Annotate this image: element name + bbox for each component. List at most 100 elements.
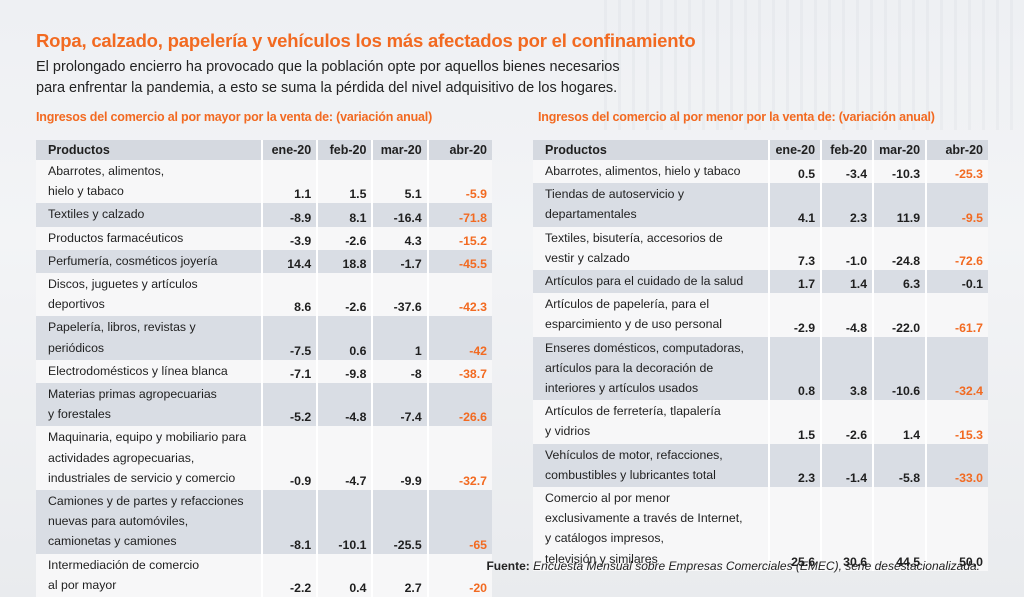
wholesale-table-container: Productos ene-20 feb-20 mar-20 abr-20 Abarro… <box>36 140 492 597</box>
product-name-line: televisión y similares <box>545 551 658 566</box>
value-cell-ene-20: 8.6 <box>260 273 318 317</box>
product-name-line: Abarrotes, alimentos, <box>48 164 165 178</box>
value-cell-abr-20: -42 <box>426 316 492 360</box>
column-header-mar-20: mar-20 <box>371 140 428 160</box>
column-header-ene-20: ene-20 <box>768 140 822 160</box>
value-cell-abr-20: -15.3 <box>925 400 988 444</box>
value-cell-ene-20: -7.1 <box>260 359 318 384</box>
product-name: Camiones y de partes y refacciones nuevas… <box>36 490 262 554</box>
product-name-line: Enseres domésticos, computadoras, <box>545 340 744 355</box>
table-row: Discos, juguetes y artículos deportivos 8.… <box>36 273 492 317</box>
value-cell-abr-20: 50.0 <box>925 487 988 571</box>
value-cell-ene-20: 2.3 <box>768 443 822 488</box>
value-cell-mar-20: -7.4 <box>371 383 428 427</box>
value-cell-ene-20: -8.9 <box>260 203 318 227</box>
value-cell-abr-20: -33.0 <box>925 443 988 488</box>
table-row: Maquinaria, equipo y mobiliario para acti… <box>36 426 492 491</box>
table-row: Artículos de ferretería, tlapalería y vid… <box>533 400 988 444</box>
value-cell-ene-20: -0.9 <box>260 426 318 491</box>
value-cell-abr-20: -0.1 <box>925 270 988 294</box>
product-name: Intermediación de comercio al por mayor <box>36 554 262 597</box>
product-name: Perfumería, cosméticos joyería <box>36 250 262 273</box>
value-cell-mar-20: 4.3 <box>371 226 428 250</box>
value-cell-mar-20: 11.9 <box>872 183 927 227</box>
subtitle-line-2: para enfrentar la pandemia, a esto se su… <box>36 80 618 96</box>
retail-table-container: Productos ene-20 feb-20 mar-20 abr-20 Abarro… <box>533 140 988 571</box>
product-name-line: Perfumería, cosméticos joyería <box>48 253 218 268</box>
table-row: Papelería, libros, revistas y periódicos… <box>36 316 492 360</box>
source-text: Encuesta Mensual sobre Empresas Comercia… <box>533 559 980 573</box>
background-decoration <box>604 0 1024 130</box>
product-name-line: esparcimiento y de uso personal <box>545 317 723 332</box>
value-cell-ene-20: 25.6 <box>768 487 822 571</box>
value-cell-mar-20: -5.8 <box>872 443 927 488</box>
value-cell-abr-20: -32.7 <box>426 426 492 491</box>
product-name-line: y forestales <box>48 407 111 422</box>
table-row: Artículos para el cuidado de la salud 1.7… <box>533 270 988 294</box>
value-cell-abr-20: -71.8 <box>426 203 492 227</box>
value-cell-ene-20: 0.8 <box>768 336 822 401</box>
source-label: Fuente: <box>486 559 530 573</box>
table-row: Abarrotes, alimentos, hielo y tabaco 1.1 1.… <box>36 160 492 204</box>
value-cell-feb-20: -10.1 <box>316 490 373 554</box>
product-name-line: Comercio al por menor <box>545 491 671 506</box>
column-header-feb-20: feb-20 <box>316 140 373 160</box>
product-name-line: industriales de servicio y comercio <box>48 470 236 485</box>
table-header-row: Productos ene-20 feb-20 mar-20 abr-20 <box>533 140 988 160</box>
value-cell-feb-20: 0.4 <box>316 553 373 597</box>
product-name-line: artículos para la decoración de <box>545 360 714 375</box>
value-cell-ene-20: -2.2 <box>260 553 318 597</box>
subtitle-line-1: El prolongado encierro ha provocado que … <box>36 59 620 75</box>
product-name-line: Productos farmacéuticos <box>48 230 184 245</box>
value-cell-abr-20: -61.7 <box>925 293 988 337</box>
value-cell-mar-20: -9.9 <box>371 426 428 491</box>
value-cell-abr-20: -25.3 <box>925 160 988 184</box>
value-cell-ene-20: 0.5 <box>768 160 822 184</box>
product-name-line: vestir y calzado <box>545 250 630 265</box>
product-name: Vehículos de motor, refacciones, combusti… <box>533 444 769 487</box>
value-cell-mar-20: 1.4 <box>872 400 927 444</box>
product-name-line: departamentales <box>545 207 637 222</box>
value-cell-feb-20: -4.8 <box>820 293 874 337</box>
product-name: Artículos de papelería, para el esparcimi… <box>533 293 769 336</box>
product-name-line: y catálogos impresos, <box>545 531 664 546</box>
product-name-line: Discos, juguetes y artículos <box>48 277 198 292</box>
table-row: Artículos de papelería, para el esparcimi… <box>533 293 988 337</box>
product-name: Papelería, libros, revistas y periódicos <box>36 316 262 359</box>
product-name-line: Materias primas agropecuarias <box>48 387 217 402</box>
value-cell-mar-20: -10.6 <box>872 336 927 401</box>
product-name-line: Textiles, bisutería, accesorios de <box>545 230 723 245</box>
value-cell-feb-20: -2.6 <box>820 400 874 444</box>
wholesale-section-title: Ingresos del comercio al por mayor por l… <box>36 110 433 124</box>
table-header-row: Productos ene-20 feb-20 mar-20 abr-20 <box>36 140 492 160</box>
table-row: Enseres domésticos, computadoras, artícul… <box>533 336 988 401</box>
product-name-line: combustibles y lubricantes total <box>545 467 716 482</box>
product-name-line: deportivos <box>48 297 105 312</box>
product-name-line: hielo y tabaco <box>48 184 124 199</box>
table-row: Abarrotes, alimentos, hielo y tabaco 0.5 -… <box>533 160 988 184</box>
value-cell-feb-20: -4.8 <box>316 383 373 427</box>
value-cell-feb-20: 30.6 <box>820 487 874 571</box>
value-cell-feb-20: 2.3 <box>820 183 874 227</box>
value-cell-ene-20: -7.5 <box>260 316 318 360</box>
retail-section-title: Ingresos del comercio al por menor por l… <box>538 110 935 124</box>
table-row: Intermediación de comercio al por mayor -2… <box>36 553 492 597</box>
product-name: Textiles y calzado <box>36 203 262 226</box>
value-cell-feb-20: 3.8 <box>820 336 874 401</box>
value-cell-ene-20: -2.9 <box>768 293 822 337</box>
value-cell-mar-20: -37.6 <box>371 273 428 317</box>
value-cell-abr-20: -42.3 <box>426 273 492 317</box>
product-name: Productos farmacéuticos <box>36 227 262 250</box>
product-name: Abarrotes, alimentos, hielo y tabaco <box>533 160 769 183</box>
product-name-line: Intermediación de comercio <box>48 557 200 572</box>
product-name-line: exclusivamente a través de Internet, <box>545 511 743 526</box>
table-row: Electrodomésticos y línea blanca -7.1 -9.8… <box>36 359 492 384</box>
value-cell-mar-20: -16.4 <box>371 203 428 227</box>
value-cell-feb-20: 0.6 <box>316 316 373 360</box>
table-row: Materias primas agropecuarias y forestale… <box>36 383 492 427</box>
product-name-line: y vidrios <box>545 424 591 439</box>
value-cell-feb-20: -1.4 <box>820 443 874 488</box>
value-cell-feb-20: -9.8 <box>316 359 373 384</box>
value-cell-feb-20: -2.6 <box>316 226 373 250</box>
table-row: Textiles, bisutería, accesorios de vestir… <box>533 226 988 271</box>
